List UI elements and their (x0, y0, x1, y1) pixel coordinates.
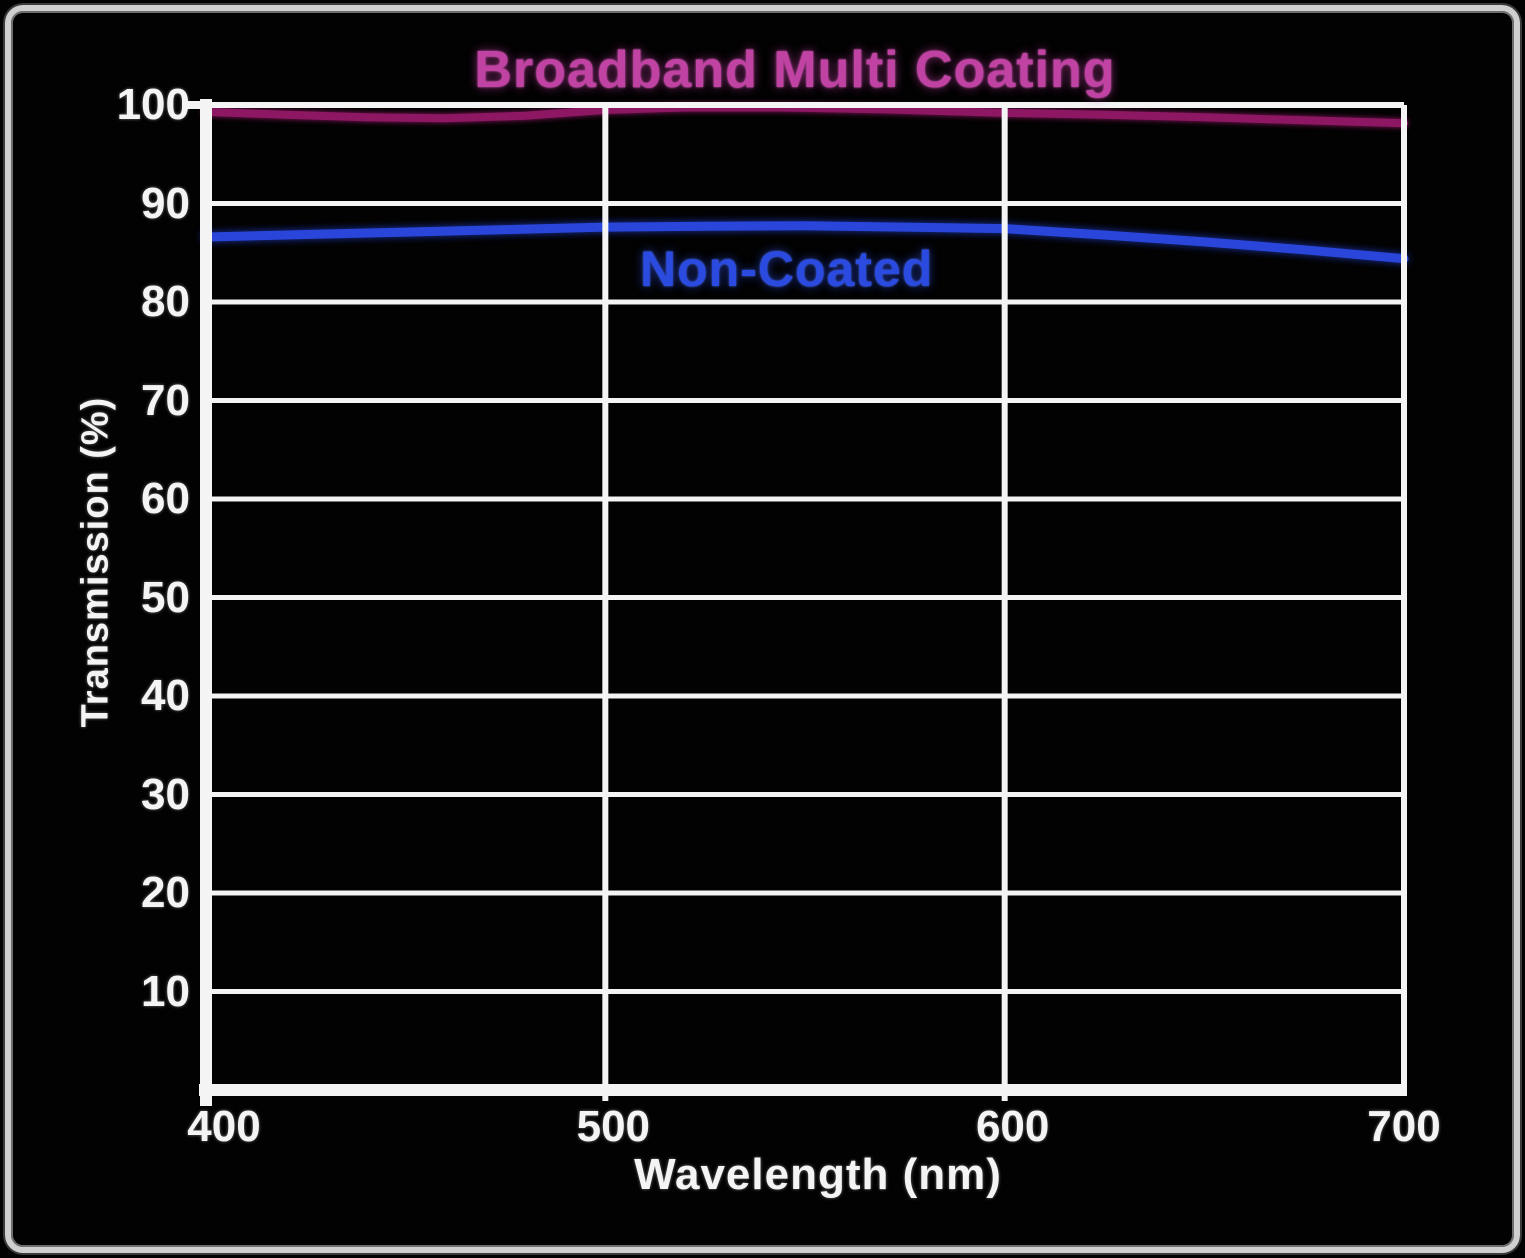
series-label-non-coated: Non-Coated (640, 241, 934, 297)
x-tick-label-600: 600 (975, 1102, 1050, 1151)
x-tick-label-700: 700 (1367, 1102, 1441, 1151)
y-tick-label-90: 90 (141, 178, 190, 228)
y-tick-label-10: 10 (141, 966, 190, 1016)
x-axis-title: Wavelength (nm) (634, 1150, 1002, 1199)
y-tick-label-80: 80 (141, 277, 190, 326)
y-tick-label-20: 20 (141, 868, 190, 917)
y-tick-label-50: 50 (141, 572, 190, 622)
chart-title: Broadband Multi Coating (474, 41, 1116, 99)
x-tick-label-400: 400 (187, 1102, 261, 1151)
y-tick-label-40: 40 (141, 671, 190, 720)
y-tick-label-30: 30 (141, 769, 190, 819)
y-tick-label-100: 100 (116, 80, 190, 129)
series-line-non-coated (201, 221, 1409, 264)
y-tick-label-70: 70 (141, 375, 190, 425)
x-tick-label-500: 500 (576, 1102, 651, 1151)
y-tick-label-60: 60 (141, 474, 190, 523)
series-line-broadband-multi-coating (202, 103, 1408, 128)
